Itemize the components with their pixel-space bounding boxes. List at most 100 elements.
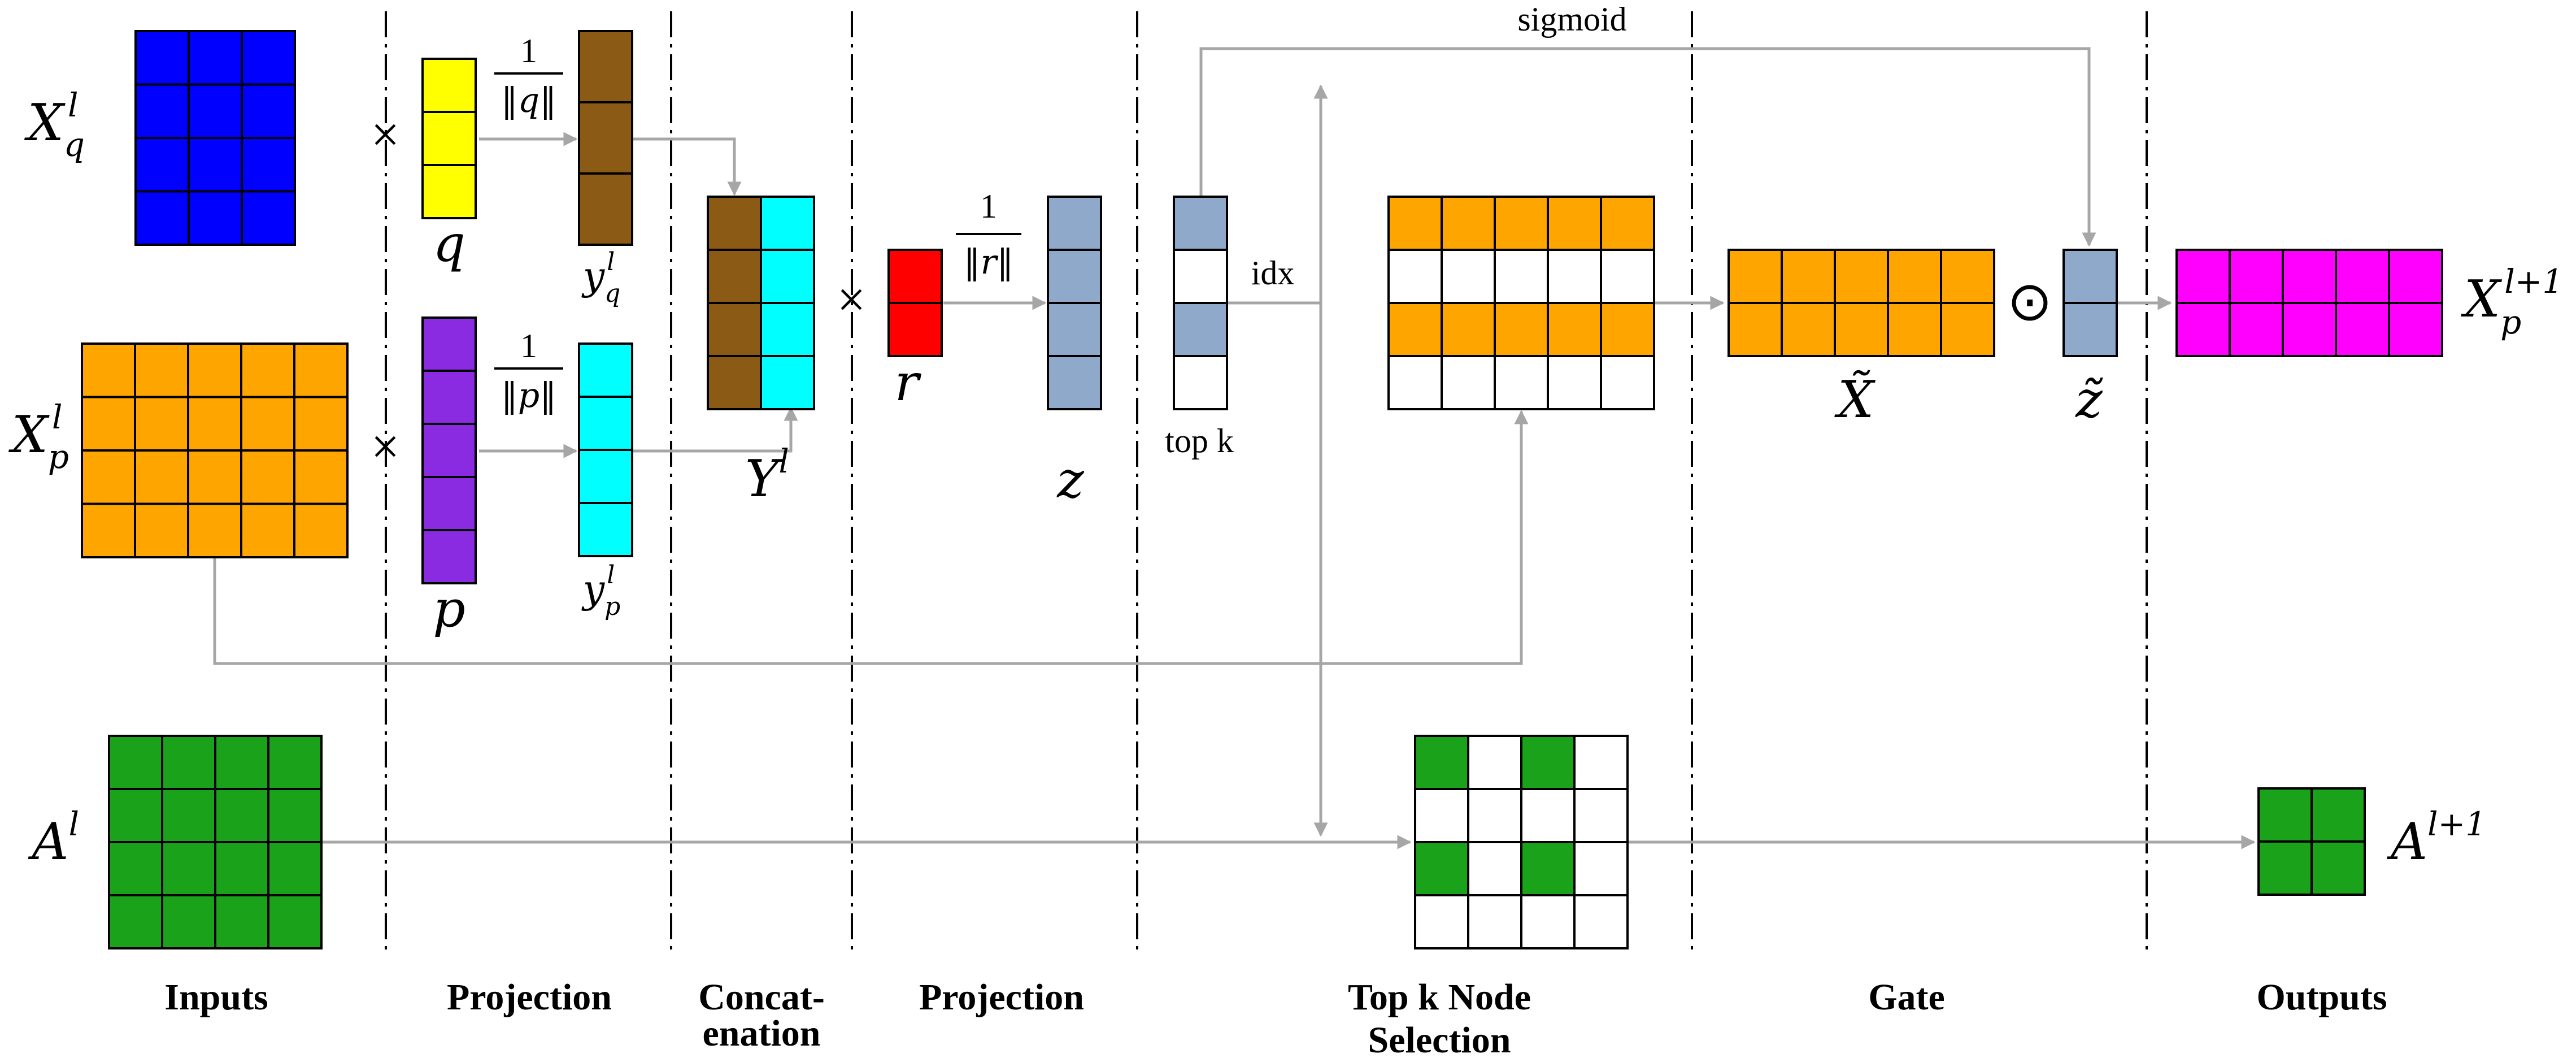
matrix-x-out bbox=[2175, 249, 2443, 357]
matrix-cell bbox=[421, 529, 477, 584]
label-y-l: Yl bbox=[745, 442, 789, 509]
matrix-cell bbox=[578, 30, 633, 103]
matrix-cell bbox=[421, 370, 477, 425]
matrix-cell bbox=[421, 164, 477, 219]
matrix-cell bbox=[134, 30, 190, 86]
matrix-cell bbox=[134, 190, 190, 246]
matrix-x-q bbox=[134, 30, 296, 246]
matrix-cell bbox=[2229, 249, 2284, 304]
matrix-cell bbox=[1781, 249, 1836, 304]
matrix-cell bbox=[1441, 302, 1496, 357]
stage-label-top-k-line-2: Selection bbox=[1368, 1020, 1511, 1058]
matrix-cell bbox=[187, 449, 242, 505]
label-z: z bbox=[1056, 450, 1084, 510]
matrix-cell bbox=[241, 30, 296, 86]
matrix-cell bbox=[134, 137, 190, 193]
matrix-cell bbox=[578, 396, 633, 451]
vector-r bbox=[887, 249, 943, 357]
matrix-cell bbox=[887, 249, 943, 304]
matrix-cell bbox=[81, 502, 136, 558]
matrix-cell bbox=[1547, 249, 1602, 304]
vector-z-tilde bbox=[2062, 249, 2118, 357]
matrix-cell bbox=[578, 342, 633, 398]
matrix-cell bbox=[1573, 894, 1629, 949]
matrix-cell bbox=[1887, 302, 1942, 357]
matrix-cell bbox=[578, 449, 633, 504]
matrix-cell bbox=[188, 190, 243, 246]
stage-label-inputs: Inputs bbox=[164, 977, 268, 1018]
matrix-cell bbox=[760, 355, 815, 410]
matrix-cell bbox=[293, 396, 349, 452]
top-k-label: top k bbox=[1165, 422, 1234, 459]
label-a-out: Al+1 bbox=[2387, 805, 2486, 871]
matrix-cell bbox=[1547, 302, 1602, 357]
matrix-a-l bbox=[108, 735, 323, 949]
matrix-cell bbox=[1414, 735, 1469, 790]
matrix-cell bbox=[1047, 196, 1102, 251]
matrix-cell bbox=[578, 172, 633, 246]
hadamard-symbol: ⊙ bbox=[2007, 270, 2052, 333]
matrix-cell bbox=[1387, 196, 1443, 251]
matrix-cell bbox=[241, 83, 296, 139]
label-x-q: Xql bbox=[24, 86, 85, 164]
sigmoid-label: sigmoid bbox=[1517, 1, 1626, 38]
matrix-cell bbox=[1781, 302, 1836, 357]
matrix-cell bbox=[1467, 735, 1522, 790]
matrix-cell bbox=[707, 196, 762, 251]
label-y-q: yql bbox=[581, 248, 621, 308]
matrix-cell bbox=[1467, 894, 1522, 949]
matrix-cell bbox=[1887, 249, 1942, 304]
matrix-cell bbox=[1494, 302, 1549, 357]
matrix-cell bbox=[1834, 302, 1889, 357]
stage-label-projection-2: Projection bbox=[919, 977, 1084, 1018]
matrix-cell bbox=[760, 302, 815, 357]
matrix-cell bbox=[2062, 249, 2118, 304]
matrix-cell bbox=[1441, 355, 1496, 410]
matrix-cell bbox=[240, 449, 295, 505]
matrix-cell bbox=[1173, 196, 1228, 251]
matrix-cell bbox=[1940, 302, 1995, 357]
matrix-cell bbox=[760, 249, 815, 304]
matrix-cell bbox=[187, 502, 242, 558]
norm-q-numerator: 1 bbox=[520, 32, 537, 70]
stage-dividers bbox=[385, 11, 2148, 949]
matrix-cell bbox=[1441, 249, 1496, 304]
norm-r-fraction: 1 ‖r‖ bbox=[956, 188, 1021, 282]
matrix-cell bbox=[1387, 355, 1443, 410]
matrix-cell bbox=[134, 342, 189, 398]
matrix-cell bbox=[134, 83, 190, 139]
label-p: p bbox=[433, 579, 465, 639]
matrix-cell bbox=[187, 342, 242, 398]
label-y-p: ypl bbox=[581, 561, 621, 621]
vector-p bbox=[421, 316, 477, 584]
matrix-cell bbox=[240, 502, 295, 558]
matrix-cell bbox=[421, 58, 477, 113]
stage-label-projection-1: Projection bbox=[447, 977, 612, 1018]
matrix-cell bbox=[1520, 788, 1576, 843]
matrix-cell bbox=[1940, 249, 1995, 304]
label-x-p: Xpl bbox=[8, 398, 69, 476]
matrix-cell bbox=[161, 735, 216, 790]
matrix-cell bbox=[1173, 249, 1228, 304]
stage-label-outputs: Outputs bbox=[2256, 977, 2387, 1018]
norm-p-fraction: 1 ‖p‖ bbox=[494, 327, 563, 415]
matrix-cell bbox=[293, 342, 349, 398]
matrix-cell bbox=[240, 342, 295, 398]
matrix-cell bbox=[188, 137, 243, 193]
label-x-tilde: X̃ bbox=[1834, 370, 1876, 430]
matrix-cell bbox=[188, 83, 243, 139]
connectors bbox=[213, 47, 2256, 849]
matrix-cell bbox=[267, 788, 323, 843]
matrix-cell bbox=[1728, 302, 1783, 357]
norm-p-numerator: 1 bbox=[520, 327, 537, 365]
matrix-cell bbox=[241, 137, 296, 193]
matrix-cell bbox=[214, 841, 269, 896]
matrix-cell bbox=[1494, 249, 1549, 304]
matrix-cell bbox=[1047, 249, 1102, 304]
stage-label-top-k-line-1: Top k Node bbox=[1348, 977, 1531, 1018]
matrix-cell bbox=[1047, 302, 1102, 357]
vector-top-k bbox=[1173, 196, 1228, 410]
matrix-cell bbox=[1573, 735, 1629, 790]
matrix-cell bbox=[240, 396, 295, 452]
stage-label-concatenation-line-2: enation bbox=[702, 1013, 820, 1054]
